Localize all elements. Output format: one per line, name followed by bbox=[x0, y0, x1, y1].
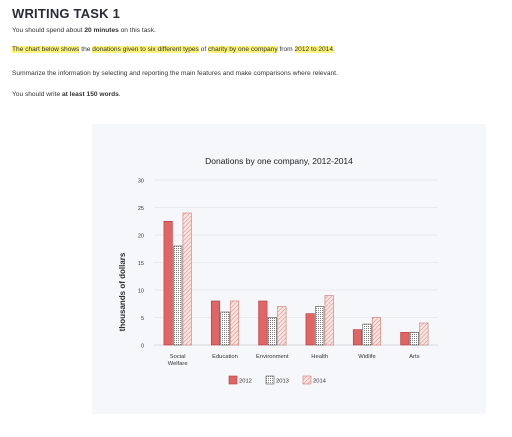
chart-title: Donations by one company, 2012-2014 bbox=[205, 156, 353, 166]
bar-2013-0 bbox=[173, 245, 183, 346]
y-tick-label: 10 bbox=[138, 289, 144, 295]
x-category-label: Widlife bbox=[358, 354, 375, 360]
y-tick-label: 0 bbox=[141, 344, 144, 350]
bar-2012-3 bbox=[305, 313, 315, 346]
bar-2012-1 bbox=[210, 300, 221, 346]
words-bold: at least 150 words bbox=[61, 91, 119, 98]
legend-label: 2012 bbox=[239, 379, 252, 385]
prompt-text: . bbox=[333, 46, 335, 53]
y-tick-label: 30 bbox=[138, 179, 144, 185]
words-post: . bbox=[118, 91, 121, 98]
x-category-label: Environment bbox=[256, 354, 289, 360]
x-category-label: Welfare bbox=[168, 361, 188, 367]
bar-2013-3 bbox=[315, 306, 325, 346]
y-tick-label: 15 bbox=[138, 261, 144, 267]
bar-2014-5 bbox=[419, 322, 429, 346]
legend: 2012 2013 2014 bbox=[228, 375, 327, 385]
word-count-instruction: You should write at least 150 words. bbox=[12, 91, 121, 98]
bar-2012-5 bbox=[400, 332, 410, 346]
highlighted-phrase: The chart below shows bbox=[12, 46, 80, 53]
bar-2014-0 bbox=[182, 212, 192, 346]
bars bbox=[163, 212, 429, 346]
prompt-text: of bbox=[198, 46, 208, 53]
bar-2013-2 bbox=[267, 317, 277, 346]
bar-2013-1 bbox=[220, 311, 230, 346]
highlighted-phrase: donations given to six different types bbox=[92, 46, 199, 53]
gridlines bbox=[154, 179, 438, 346]
task-prompt: The chart below shows the donations give… bbox=[12, 46, 335, 53]
bar-chart: Donations by one company, 2012-2014 thou… bbox=[118, 156, 438, 385]
prompt-text: from bbox=[277, 46, 295, 53]
y-axis-ticks: 0 5 10 15 20 25 30 bbox=[138, 179, 144, 350]
x-category-label: Education bbox=[212, 354, 238, 360]
legend-label: 2014 bbox=[313, 379, 327, 385]
time-instruction: You should spend about 20 minutes on thi… bbox=[12, 27, 156, 34]
time-pre: You should spend about bbox=[12, 27, 85, 34]
legend-swatch-2014 bbox=[302, 375, 312, 385]
y-tick-label: 5 bbox=[141, 316, 144, 322]
highlighted-phrase: charity by one company bbox=[208, 46, 278, 53]
task-title: WRITING TASK 1 bbox=[12, 6, 120, 21]
bar-2012-2 bbox=[258, 300, 268, 346]
chart-card: Donations by one company, 2012-2014 thou… bbox=[92, 124, 486, 414]
x-category-label: Health bbox=[311, 354, 328, 360]
bar-2012-0 bbox=[163, 220, 173, 346]
bar-2013-4 bbox=[362, 323, 372, 346]
bar-2013-5 bbox=[409, 332, 419, 346]
legend-swatch-2013 bbox=[265, 375, 275, 385]
bar-2014-4 bbox=[371, 317, 382, 346]
y-tick-label: 25 bbox=[138, 206, 144, 212]
x-category-label: Social bbox=[170, 354, 186, 360]
bar-2014-3 bbox=[324, 295, 334, 346]
x-category-label: Arts bbox=[409, 354, 419, 360]
y-tick-label: 20 bbox=[138, 234, 144, 240]
bar-2014-2 bbox=[277, 306, 287, 346]
legend-label: 2013 bbox=[276, 379, 289, 385]
legend-swatch-2012 bbox=[228, 375, 238, 385]
highlighted-phrase: 2012 to 2014 bbox=[294, 46, 334, 53]
summary-instruction: Summarize the information by selecting a… bbox=[12, 70, 338, 77]
prompt-text: the bbox=[79, 46, 93, 53]
bar-2014-1 bbox=[229, 300, 240, 346]
y-axis-label: thousands of dollars bbox=[118, 252, 127, 331]
bar-2012-4 bbox=[352, 329, 363, 346]
words-pre: You should write bbox=[12, 91, 62, 98]
time-post: on this task. bbox=[118, 27, 156, 34]
time-bold: 20 minutes bbox=[84, 27, 119, 34]
